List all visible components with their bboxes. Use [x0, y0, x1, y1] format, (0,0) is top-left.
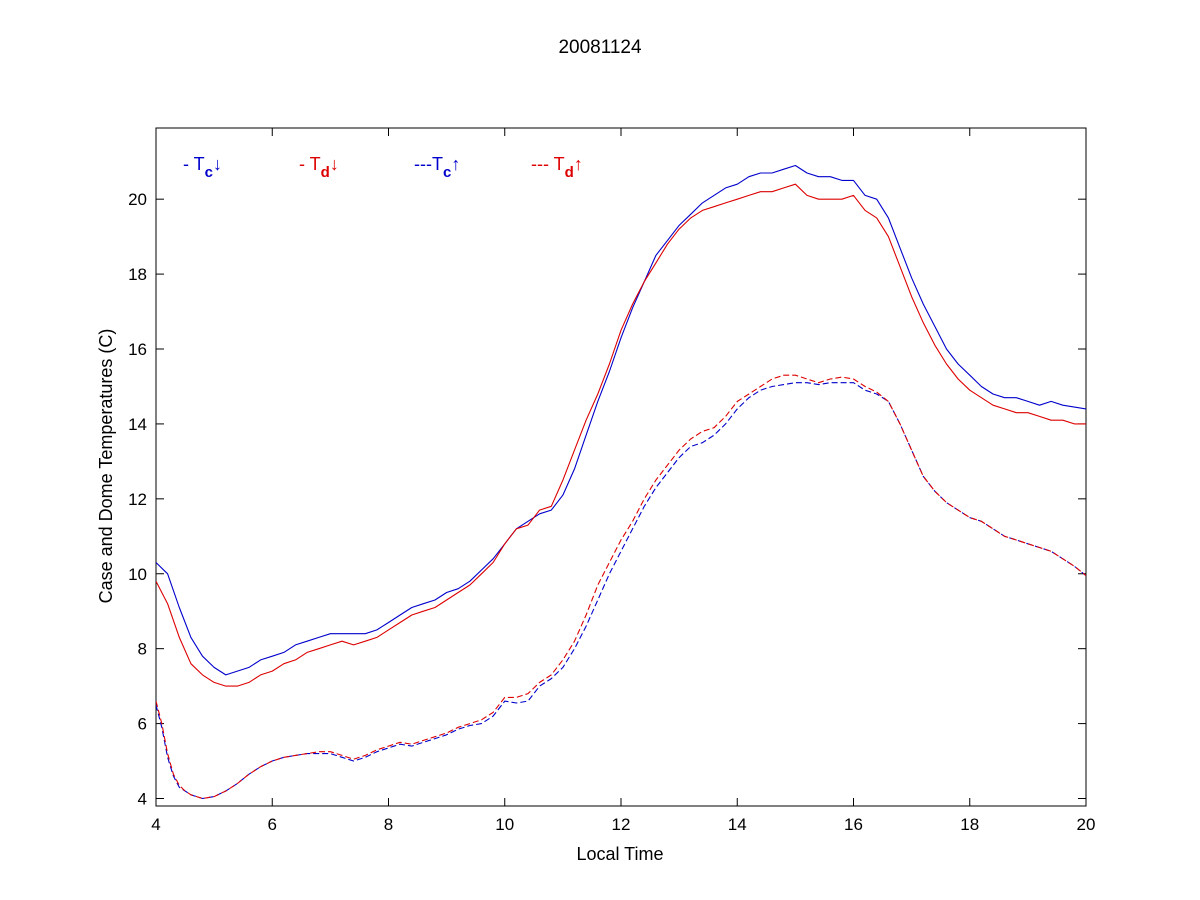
x-tick-label: 20 [1077, 815, 1096, 834]
legend-arrow-icon: ↑ [574, 154, 583, 174]
y-tick-label: 14 [128, 415, 147, 434]
series-line-4 [156, 374, 1086, 800]
legend: - Tc↓ - Td↓ ---Tc↑ --- Td↑ [183, 154, 583, 181]
legend-entry-2: - Td↓ [299, 154, 339, 181]
chart-title: 20081124 [558, 37, 642, 58]
y-tick-label: 4 [138, 790, 147, 809]
x-tick-label: 14 [728, 815, 747, 834]
legend-subscript: c [205, 164, 213, 181]
legend-entry-1: - Tc↓ [183, 154, 222, 181]
y-tick-label: 12 [128, 490, 147, 509]
y-tick-label: 16 [128, 340, 147, 359]
y-tick-label: 20 [128, 190, 147, 209]
x-tick-label: 4 [151, 815, 160, 834]
series-line-2 [156, 183, 1086, 687]
x-axis-label: Local Time [576, 844, 663, 864]
legend-text: - T [183, 154, 205, 174]
legend-subscript: d [321, 164, 330, 181]
x-tick-label: 16 [844, 815, 863, 834]
y-axis-label: Case and Dome Temperatures (C) [96, 329, 116, 604]
x-tick-label: 12 [612, 815, 631, 834]
legend-subscript: d [565, 164, 574, 181]
legend-entry-3: ---Tc↑ [414, 154, 460, 181]
x-tick-label: 10 [495, 815, 514, 834]
series-line-1 [156, 164, 1086, 676]
legend-arrow-icon: ↓ [330, 154, 339, 174]
legend-subscript: c [443, 164, 451, 181]
plot-area: 4 6 8 10 12 14 16 18 20 4 6 8 10 12 14 16 18 20 [128, 127, 1096, 834]
legend-arrow-icon: ↓ [213, 154, 222, 174]
legend-text: --- T [531, 154, 565, 174]
x-tick-label: 18 [960, 815, 979, 834]
legend-text: ---T [414, 154, 443, 174]
y-tick-label: 18 [128, 265, 147, 284]
legend-arrow-icon: ↑ [451, 154, 460, 174]
y-tick-label: 8 [138, 640, 147, 659]
legend-text: - T [299, 154, 321, 174]
x-tick-label: 8 [384, 815, 393, 834]
y-tick-label: 10 [128, 565, 147, 584]
x-tick-label: 6 [268, 815, 277, 834]
legend-entry-4: --- Td↑ [531, 154, 583, 181]
y-tick-label: 6 [138, 715, 147, 734]
